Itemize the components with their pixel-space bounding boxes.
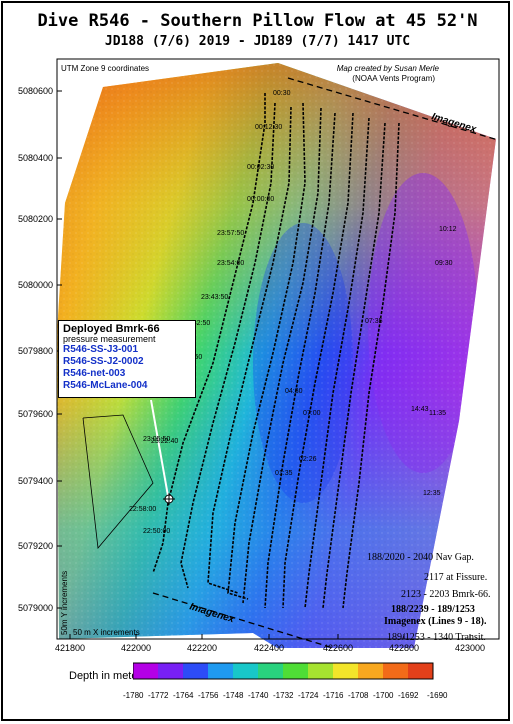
colorbar-swatch: [383, 663, 409, 679]
time-label: 10:12: [439, 226, 457, 233]
time-label: 04:30: [285, 388, 303, 395]
map-canvas: 5080600 5080400 5080200 5080000 5079800 50796…: [18, 58, 500, 653]
colorbar-label: -1756: [198, 691, 219, 700]
bathymetry-swath: [57, 63, 496, 648]
y-tick-label: 5079800: [18, 346, 53, 356]
time-label: 09:30: [435, 260, 453, 267]
colorbar-label: -1748: [223, 691, 244, 700]
colorbar-swatch: [308, 663, 334, 679]
colorbar: [133, 662, 434, 680]
credit-line-1: Map created by Susan Merle: [337, 64, 440, 73]
sample-id: R546-SS-J2-0002: [63, 356, 144, 367]
track-note: 2123 - 2203 Bmrk-66.: [401, 589, 491, 600]
bmrk-pointer: [150, 399, 169, 497]
colorbar-label: -1708: [348, 691, 369, 700]
x-tick-label: 422000: [121, 643, 151, 653]
time-label: 00:30: [273, 90, 291, 97]
bmrk-heading: Deployed Bmrk-66: [63, 323, 160, 335]
y-tick-label: 5079600: [18, 409, 53, 419]
y-tick-label: 5080200: [18, 214, 53, 224]
track-note: 189/1253 - 1340 Transit.: [387, 632, 486, 643]
colorbar-border: [133, 662, 434, 680]
y-tick-label: 5080000: [18, 280, 53, 290]
x-axis: 421800 422000 422200 422400 422600 422800 4230…: [55, 634, 485, 653]
time-label: 11:35: [429, 410, 446, 417]
time-label: 22:58:00: [129, 506, 156, 513]
time-label: 00:12:30: [255, 124, 282, 131]
time-label: 00:02:30: [247, 164, 274, 171]
y-tick-label: 5080400: [18, 153, 53, 163]
colorbar-swatch: [183, 663, 209, 679]
colorbar-label: -1700: [373, 691, 394, 700]
colorbar-label: -1690: [427, 691, 448, 700]
x-tick-label: 422600: [323, 643, 353, 653]
colorbar-swatch: [408, 663, 434, 679]
y-tick-label: 5079000: [18, 603, 53, 613]
colorbar-label: -1692: [398, 691, 419, 700]
y-tick-label: 5079400: [18, 476, 53, 486]
time-label: 00:00:00: [247, 196, 274, 203]
map-title: Dive R546 - Southern Pillow Flow at 45 5…: [37, 11, 478, 31]
colorbar-label: -1764: [173, 691, 194, 700]
sample-id: R546-net-003: [63, 368, 126, 379]
colorbar-swatch: [158, 663, 184, 679]
time-label: 23:32:50: [183, 320, 210, 327]
x-tick-label: 422800: [389, 643, 419, 653]
y-tick-label: 5080600: [18, 86, 53, 96]
colorbar-swatch: [358, 663, 384, 679]
x-tick-label: 422200: [187, 643, 217, 653]
colorbar-swatch: [208, 663, 234, 679]
colorbar-label: -1780: [123, 691, 144, 700]
credit-line-2: (NOAA Vents Program): [352, 74, 435, 83]
colorbar-title: Depth in meters: [69, 670, 147, 682]
y-axis: 5080600 5080400 5080200 5080000 5079800 50796…: [18, 86, 62, 613]
track-note: Imagenex (Lines 9 - 18).: [384, 616, 487, 627]
time-label: 01:35: [275, 470, 293, 477]
map-subtitle: JD188 (7/6) 2019 - JD189 (7/7) 1417 UTC: [104, 34, 411, 49]
x-increment-label: 50 m X increments: [73, 628, 140, 637]
time-label: 07:35: [365, 318, 383, 325]
crosshair-marker-icon: [163, 493, 175, 505]
time-label: 12:35: [423, 490, 441, 497]
colorbar-label: -1772: [148, 691, 169, 700]
bmrk-subheading: pressure measurement: [63, 334, 156, 344]
colorbar-swatch: [283, 663, 309, 679]
colorbar-swatch: [233, 663, 259, 679]
sample-id: R546-McLane-004: [63, 380, 148, 391]
x-tick-label: 423000: [455, 643, 485, 653]
colorbar-label: -1740: [248, 691, 269, 700]
sample-id: R546-SS-J3-001: [63, 344, 139, 355]
time-label: 02:26: [299, 456, 317, 463]
dive-track: [152, 93, 400, 609]
x-tick-label: 422400: [254, 643, 284, 653]
track-note: 188/2239 - 189/1253: [391, 604, 475, 615]
time-label: 23:54:00: [217, 260, 244, 267]
colorbar-label: -1716: [323, 691, 344, 700]
utm-label: UTM Zone 9 coordinates: [61, 64, 149, 73]
colorbar-swatch: [258, 663, 284, 679]
x-tick-label: 421800: [55, 643, 85, 653]
colorbar-swatch: [333, 663, 359, 679]
colorbar-label: -1732: [273, 691, 294, 700]
time-label: 23:05:50: [143, 436, 170, 443]
time-label: 23:43:50: [201, 294, 228, 301]
bmrk-deployment-box: Deployed Bmrk-66 pressure measurement R5…: [58, 320, 196, 398]
axis-frame: [56, 58, 500, 640]
time-label: 07:00: [303, 410, 321, 417]
transit-track: [82, 414, 154, 549]
y-tick-label: 5079200: [18, 541, 53, 551]
track-note: 188/2020 - 2040 Nav Gap.: [367, 552, 474, 563]
imagenex-outline: [152, 77, 499, 649]
time-label: 22:50:00: [143, 528, 170, 535]
track-note: 2117 at Fissure.: [424, 572, 488, 583]
time-label: 23:57:50: [217, 230, 244, 237]
y-increment-label: 50m Y increments: [60, 571, 69, 635]
colorbar-label: -1724: [298, 691, 319, 700]
time-label: 23:22:40: [151, 438, 178, 445]
colorbar-swatch: [133, 663, 159, 679]
time-label: 14:43: [411, 406, 429, 413]
